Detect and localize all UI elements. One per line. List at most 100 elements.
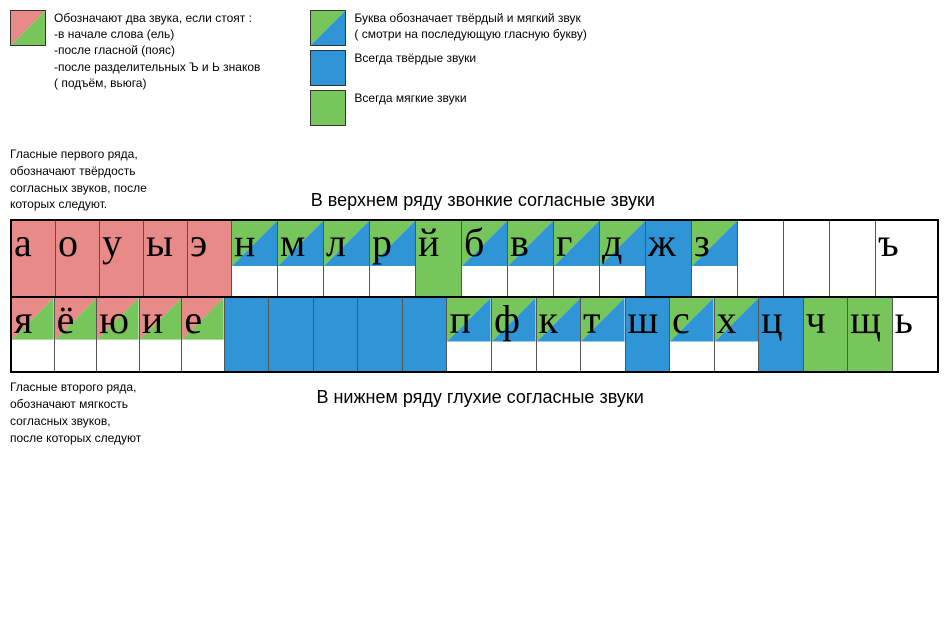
row1-letter-11: в — [508, 221, 531, 263]
row1-letter-19: ъ — [876, 221, 901, 263]
legend-left-text: Обозначают два звука, если стоят : -в на… — [54, 10, 260, 91]
row1-letter-7: л — [324, 221, 348, 263]
row2-letter-5 — [225, 298, 229, 300]
row1-cell-15: з — [692, 221, 738, 296]
row2-letter-9 — [403, 298, 407, 300]
bottom-row-title: В нижнем ряду глухие согласные звуки — [141, 387, 819, 408]
row2-cell-8 — [358, 298, 403, 371]
top-row-title: В верхнем ряду звонкие согласные звуки — [147, 190, 819, 211]
row2-cell-3: и — [140, 298, 183, 371]
row1-cell-8: р — [370, 221, 416, 296]
intro-top-left: Гласные первого ряда, обозначают твёрдос… — [10, 146, 147, 213]
row1-cell-16 — [738, 221, 784, 296]
row2-cell-4: е — [182, 298, 225, 371]
row2-cell-14: ш — [626, 298, 671, 371]
row2-letter-14: ш — [626, 298, 661, 340]
letters-row-top: аоуыэ н м л рй б в г дж з ъ — [12, 221, 937, 296]
row2-letter-15: с — [670, 298, 692, 340]
row2-cell-11: ф — [492, 298, 537, 371]
legend-right-item-0: Буква обозначает твёрдый и мягкий звук (… — [310, 10, 586, 46]
row2-letter-1: ё — [55, 298, 77, 340]
row2-letter-10: п — [447, 298, 472, 340]
letters-table: аоуыэ н м л рй б в г дж з ъ я ё ю и — [10, 219, 939, 373]
row1-cell-0: а — [12, 221, 56, 296]
row1-cell-10: б — [462, 221, 508, 296]
letters-row-bottom: я ё ю и е п ф к тш с хцчщь — [12, 296, 937, 371]
row2-cell-10: п — [447, 298, 492, 371]
legend-right-text-2: Всегда мягкие звуки — [354, 90, 466, 106]
row2-letter-18: ч — [804, 298, 828, 340]
row2-cell-19: щ — [848, 298, 893, 371]
row2-cell-5 — [225, 298, 270, 371]
legend-section: Обозначают два звука, если стоят : -в на… — [10, 10, 939, 126]
row2-cell-17: ц — [759, 298, 804, 371]
legend-swatch-always-soft — [310, 90, 346, 126]
row1-cell-5: н — [232, 221, 278, 296]
row2-letter-4: е — [182, 298, 204, 340]
row2-cell-7 — [314, 298, 359, 371]
row1-letter-17 — [784, 221, 788, 223]
row2-cell-18: ч — [804, 298, 849, 371]
row1-letter-10: б — [462, 221, 486, 263]
row2-letter-2: ю — [97, 298, 131, 340]
row1-cell-11: в — [508, 221, 554, 296]
row1-cell-6: м — [278, 221, 324, 296]
row2-letter-6 — [269, 298, 273, 300]
row1-letter-12: г — [554, 221, 574, 263]
row2-letter-20: ь — [893, 298, 915, 340]
row2-cell-15: с — [670, 298, 715, 371]
row1-cell-2: у — [100, 221, 144, 296]
row1-letter-2: у — [100, 221, 124, 263]
legend-swatch-always-hard — [310, 50, 346, 86]
row1-letter-14: ж — [646, 221, 678, 263]
above-table-area: Гласные первого ряда, обозначают твёрдос… — [10, 146, 939, 219]
intro-bottom-left: Гласные второго ряда, обозначают мягкост… — [10, 379, 141, 446]
row1-letter-4: э — [188, 221, 209, 263]
row1-letter-15: з — [692, 221, 712, 263]
row2-letter-19: щ — [848, 298, 883, 340]
row2-cell-16: х — [715, 298, 760, 371]
row1-cell-4: э — [188, 221, 232, 296]
row2-letter-7 — [314, 298, 318, 300]
row1-cell-9: й — [416, 221, 462, 296]
row1-cell-13: д — [600, 221, 646, 296]
row2-letter-16: х — [715, 298, 739, 340]
row2-cell-1: ё — [55, 298, 98, 371]
row1-letter-1: о — [56, 221, 80, 263]
row2-letter-3: и — [140, 298, 165, 340]
row1-letter-6: м — [278, 221, 307, 263]
row1-letter-16 — [738, 221, 742, 223]
row1-letter-13: д — [600, 221, 624, 263]
row1-letter-9: й — [416, 221, 441, 263]
row2-cell-2: ю — [97, 298, 140, 371]
row1-letter-5: н — [232, 221, 257, 263]
below-table-area: Гласные второго ряда, обозначают мягкост… — [10, 379, 939, 452]
row2-cell-0: я — [12, 298, 55, 371]
row2-cell-13: т — [581, 298, 626, 371]
row2-cell-12: к — [537, 298, 582, 371]
legend-right-text-0: Буква обозначает твёрдый и мягкий звук (… — [354, 10, 586, 42]
row2-letter-11: ф — [492, 298, 522, 340]
row2-letter-0: я — [12, 298, 34, 340]
legend-right-column: Буква обозначает твёрдый и мягкий звук (… — [310, 10, 586, 126]
row1-cell-18 — [830, 221, 876, 296]
row1-cell-19: ъ — [876, 221, 922, 296]
row1-cell-14: ж — [646, 221, 692, 296]
row2-cell-9 — [403, 298, 448, 371]
legend-right-item-2: Всегда мягкие звуки — [310, 90, 586, 126]
row1-letter-3: ы — [144, 221, 175, 263]
row1-cell-1: о — [56, 221, 100, 296]
row1-cell-12: г — [554, 221, 600, 296]
row2-letter-17: ц — [759, 298, 784, 340]
row2-letter-13: т — [581, 298, 602, 340]
legend-left-item: Обозначают два звука, если стоят : -в на… — [10, 10, 260, 126]
row2-letter-12: к — [537, 298, 560, 340]
row1-letter-18 — [830, 221, 834, 223]
row2-cell-20: ь — [893, 298, 937, 371]
row1-letter-8: р — [370, 221, 394, 263]
row1-cell-3: ы — [144, 221, 188, 296]
legend-swatch-vowel-two-sounds — [10, 10, 46, 46]
row1-cell-7: л — [324, 221, 370, 296]
legend-right-item-1: Всегда твёрдые звуки — [310, 50, 586, 86]
row2-letter-8 — [358, 298, 362, 300]
